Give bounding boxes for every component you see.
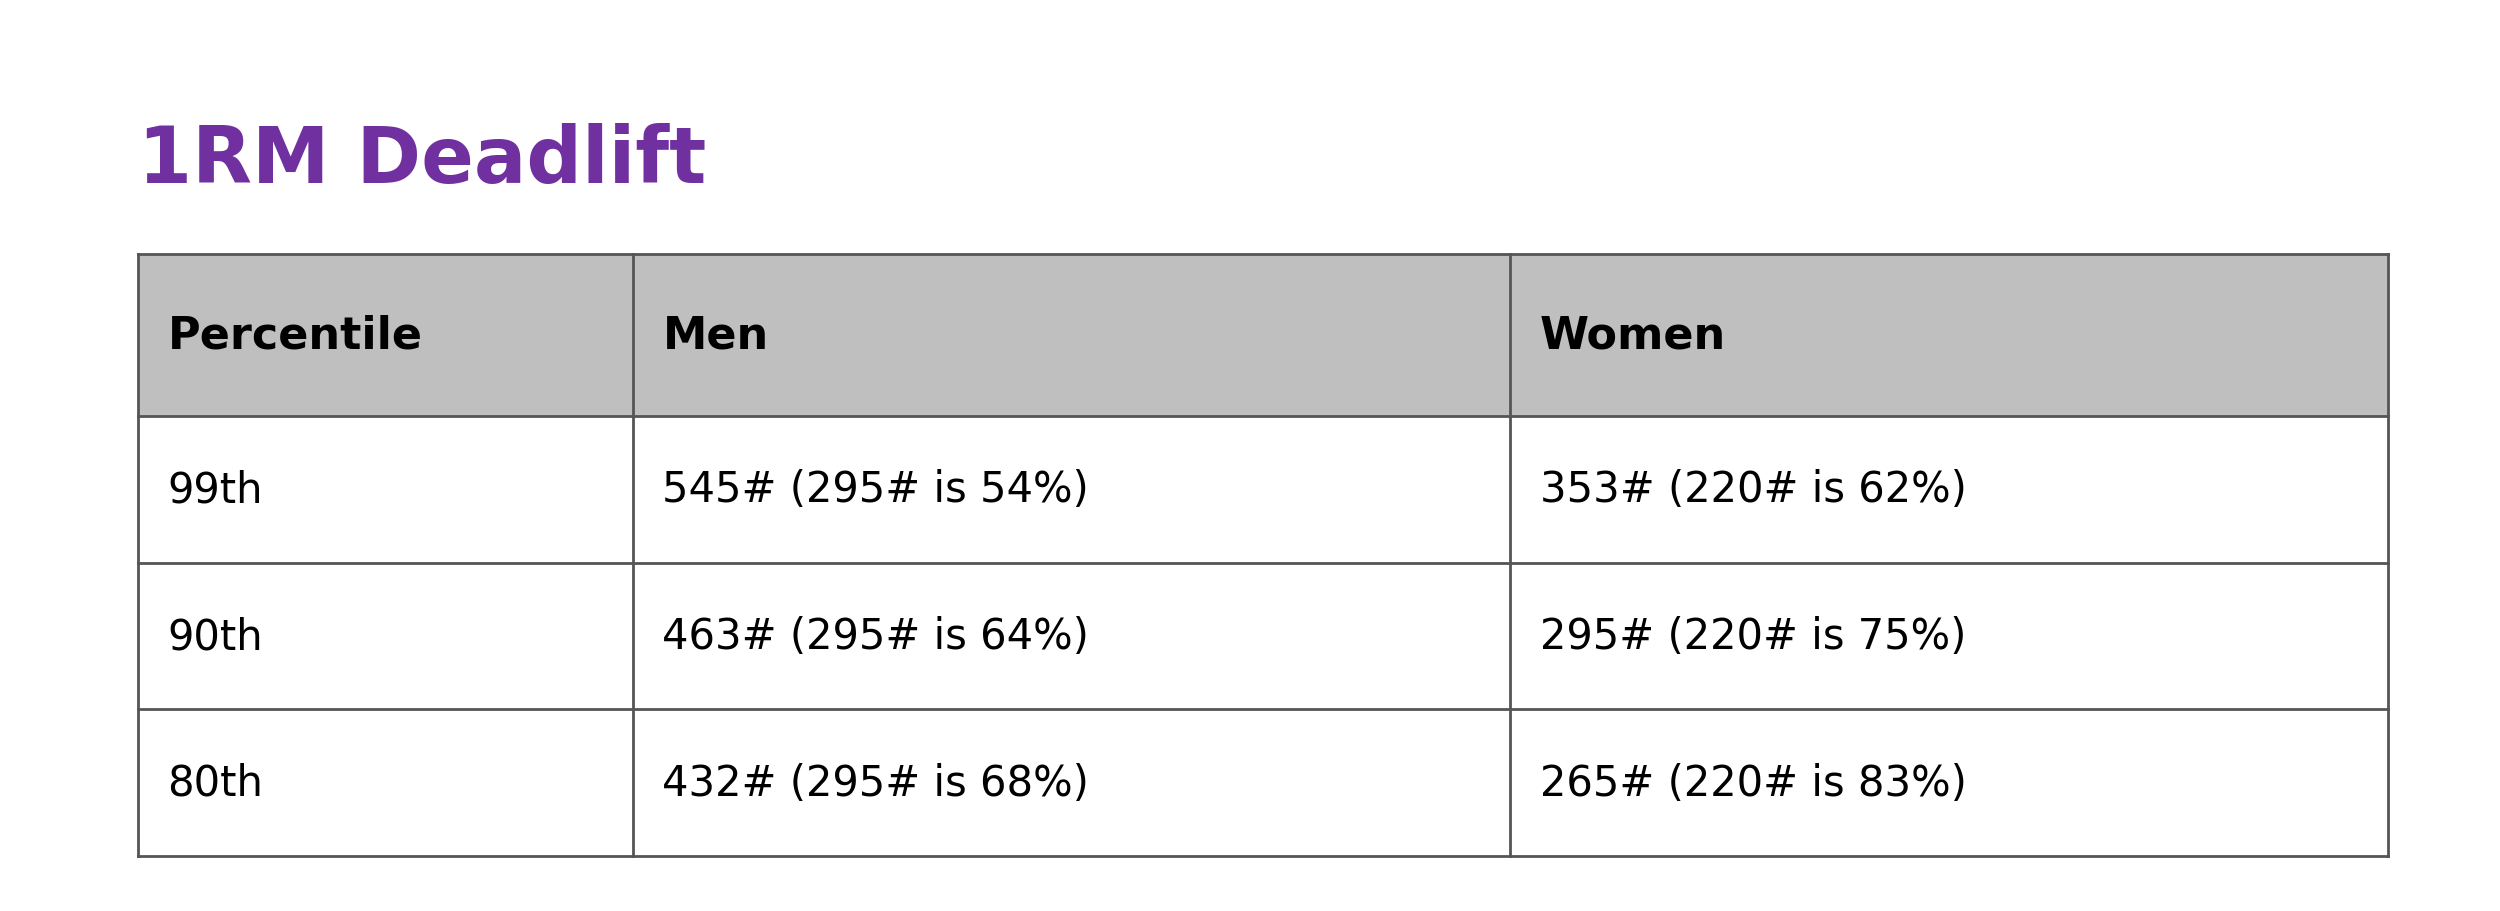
Text: 353# (220# is 62%): 353# (220# is 62%)	[1540, 469, 1968, 511]
Text: 265# (220# is 83%): 265# (220# is 83%)	[1540, 762, 1968, 804]
Text: Women: Women	[1540, 314, 1725, 357]
Text: 90th: 90th	[168, 616, 262, 658]
Text: 432# (295# is 68%): 432# (295# is 68%)	[662, 762, 1090, 804]
Text: Percentile: Percentile	[168, 314, 422, 357]
Text: 295# (220# is 75%): 295# (220# is 75%)	[1540, 616, 1968, 658]
Text: 80th: 80th	[168, 762, 262, 804]
Text: Men: Men	[662, 314, 770, 357]
Text: 1RM Deadlift: 1RM Deadlift	[138, 123, 705, 199]
Text: 99th: 99th	[168, 469, 262, 511]
Text: 545# (295# is 54%): 545# (295# is 54%)	[662, 469, 1090, 511]
Text: 463# (295# is 64%): 463# (295# is 64%)	[662, 616, 1090, 658]
